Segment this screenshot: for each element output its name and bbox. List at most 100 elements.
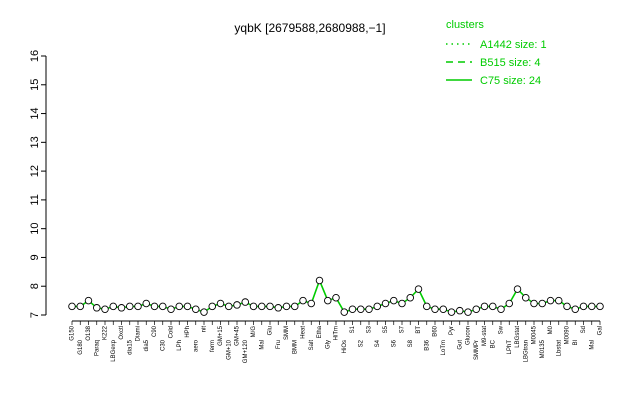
data-point <box>423 302 431 311</box>
data-point <box>406 293 415 302</box>
x-tick-label: aero <box>193 339 199 352</box>
data-point <box>191 305 200 313</box>
data-point <box>497 305 505 313</box>
x-tick-label: Glucon <box>466 326 472 345</box>
legend-label-dashed: B515 size: 4 <box>480 57 541 69</box>
x-tick-label: LBGstat <box>515 326 521 348</box>
y-tick-label: 15 <box>29 79 41 91</box>
x-tick-label: Pyr <box>449 326 455 335</box>
data-point <box>472 305 481 313</box>
x-tick-label: Oxctl <box>119 326 125 340</box>
x-tick-label: GM+15 <box>218 325 224 346</box>
data-point <box>307 299 316 308</box>
x-tick-label: S1 <box>350 325 356 333</box>
x-tick-label: dia5 <box>144 339 150 351</box>
x-tick-label: HiTm <box>334 326 340 340</box>
data-point <box>571 305 580 313</box>
x-tick-label: LPh <box>177 340 183 351</box>
x-tick-label: C30 <box>160 339 166 351</box>
x-tick-label: GM+120 <box>243 339 249 363</box>
data-point <box>258 302 266 311</box>
x-tick-label: Glu <box>268 326 274 335</box>
data-point <box>538 299 547 308</box>
data-point <box>414 285 423 293</box>
data-point <box>315 276 324 285</box>
data-point <box>365 305 373 313</box>
x-tick-label: BT <box>416 326 422 334</box>
x-tick-label: dia15 <box>127 339 133 354</box>
x-tick-label: nit <box>202 326 208 333</box>
data-point <box>68 302 76 311</box>
data-point <box>373 302 382 311</box>
x-tick-label: M0090 <box>565 325 571 344</box>
data-point <box>299 296 307 305</box>
data-point <box>546 296 555 305</box>
data-point <box>381 299 390 308</box>
data-point <box>596 302 604 311</box>
x-tick-label: Lbstat <box>556 340 562 357</box>
data-point <box>555 296 563 305</box>
x-tick-label: SMMPr <box>474 340 480 360</box>
x-tick-label: S5 <box>383 325 389 333</box>
data-point <box>332 293 340 302</box>
data-point <box>150 302 159 311</box>
data-point <box>266 302 274 311</box>
data-point <box>563 302 571 311</box>
data-point <box>439 305 448 313</box>
x-axis: G150G180O138ParaqK222LBGexpOxctldia15Dia… <box>70 320 604 363</box>
x-tick-label: BC <box>490 339 496 348</box>
x-tick-label: K222 <box>103 325 109 340</box>
legend: clusters A1442 size: 1 B515 size: 4 C75 … <box>446 19 547 87</box>
data-point <box>117 304 126 312</box>
data-point <box>530 299 538 308</box>
x-tick-label: LoTm <box>441 340 447 355</box>
x-tick-label: Gly <box>325 340 331 349</box>
x-tick-label: M0 <box>548 325 554 334</box>
y-tick-label: 9 <box>29 254 41 260</box>
x-tick-label: Paraq <box>94 340 100 356</box>
x-tick-label: M9-stat <box>482 326 488 346</box>
data-point <box>489 302 497 311</box>
data-point <box>142 299 150 308</box>
data-point <box>92 304 101 312</box>
data-point <box>249 302 258 311</box>
x-tick-label: C90 <box>152 325 158 337</box>
x-tick-label: Mal <box>589 340 595 350</box>
data-point <box>357 305 365 313</box>
x-tick-label: M0045 <box>532 325 538 344</box>
data-point <box>216 299 225 308</box>
x-tick-label: S3 <box>367 325 373 333</box>
x-tick-label: B36 <box>424 339 430 350</box>
x-tick-label: S6 <box>391 339 397 347</box>
data-point <box>340 308 349 316</box>
data-point <box>522 293 530 302</box>
x-tick-label: G180 <box>78 339 84 354</box>
data-point <box>282 302 291 311</box>
data-point <box>505 299 514 308</box>
x-tick-label: S4 <box>375 339 381 347</box>
x-tick-label: ferm <box>210 340 216 352</box>
data-point <box>447 308 456 316</box>
x-tick-label: Diami <box>136 326 142 341</box>
x-tick-label: LPhT <box>507 340 513 355</box>
x-tick-label: Fru <box>276 340 282 349</box>
x-tick-label: B60 <box>433 325 439 336</box>
data-point <box>175 302 183 311</box>
chart-title: yqbK [2679588,2680988,−1] <box>234 21 385 35</box>
data-point <box>208 302 216 311</box>
data-point <box>291 302 299 311</box>
legend-label-solid: C75 size: 24 <box>480 75 541 87</box>
data-point <box>101 305 109 313</box>
data-point <box>241 298 249 306</box>
x-tick-label: GM+10 <box>226 339 232 360</box>
y-tick-label: 10 <box>29 223 41 235</box>
x-tick-label: G150 <box>70 325 76 340</box>
x-tick-label: S7 <box>400 325 406 333</box>
x-tick-label: Salt <box>309 340 315 351</box>
data-point <box>464 308 472 316</box>
x-tick-label: HPh <box>185 326 191 338</box>
plot-marks <box>68 276 604 316</box>
x-tick-label: Sd <box>581 326 587 333</box>
